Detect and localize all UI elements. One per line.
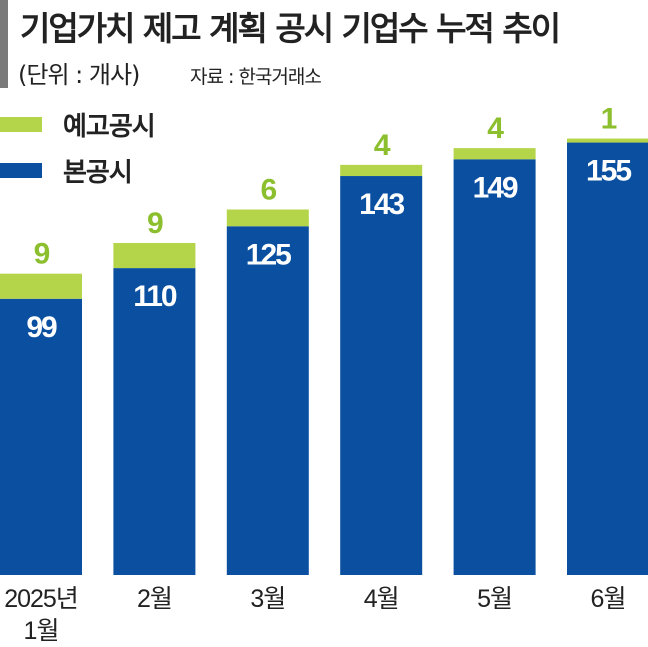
legend-swatch-main bbox=[0, 163, 42, 178]
bar-notice bbox=[226, 209, 309, 227]
bar-notice bbox=[113, 242, 196, 269]
data-label-main: 149 bbox=[473, 171, 518, 204]
bar-notice bbox=[340, 164, 423, 177]
bar-main bbox=[226, 226, 309, 575]
chart-title: 기업가치 제고 계획 공시 기업수 누적 추이 bbox=[20, 9, 561, 48]
data-label-main: 143 bbox=[359, 188, 404, 221]
unit-label: (단위 : 개사) bbox=[18, 61, 140, 89]
bar-main bbox=[113, 268, 196, 575]
data-label-notice: 9 bbox=[147, 207, 163, 240]
bar-main bbox=[567, 142, 648, 576]
data-label-main: 125 bbox=[246, 238, 291, 271]
source-label: 자료 : 한국거래소 bbox=[190, 66, 322, 88]
x-tick-label: 6월 bbox=[591, 585, 626, 613]
legend-label-main: 본공시 bbox=[63, 158, 133, 188]
bar-main bbox=[453, 159, 536, 576]
data-label-notice: 4 bbox=[487, 112, 504, 145]
data-label-main: 110 bbox=[133, 280, 177, 313]
legend-label-notice: 예고공시 bbox=[63, 112, 156, 142]
x-tick-label: 3월 bbox=[250, 585, 285, 613]
data-label-notice: 4 bbox=[374, 129, 391, 162]
bar-main bbox=[340, 176, 423, 575]
x-tick-label: 4월 bbox=[364, 585, 399, 613]
bar-notice bbox=[0, 273, 82, 299]
bar-main bbox=[0, 298, 82, 575]
x-tick-label: 2월 bbox=[137, 585, 172, 613]
title-accent-bar bbox=[0, 0, 8, 88]
x-tick-label: 1월 bbox=[24, 617, 59, 645]
bar-notice bbox=[453, 148, 536, 160]
data-label-notice: 1 bbox=[601, 103, 617, 136]
x-tick-label: 5월 bbox=[477, 585, 512, 613]
data-label-main: 99 bbox=[26, 311, 57, 344]
data-label-main: 155 bbox=[586, 155, 631, 188]
data-label-notice: 9 bbox=[34, 238, 50, 271]
data-label-notice: 6 bbox=[260, 174, 276, 207]
x-tick-label: 2025년 bbox=[4, 585, 78, 613]
bar-notice bbox=[567, 138, 648, 143]
legend-swatch-notice bbox=[0, 117, 42, 132]
